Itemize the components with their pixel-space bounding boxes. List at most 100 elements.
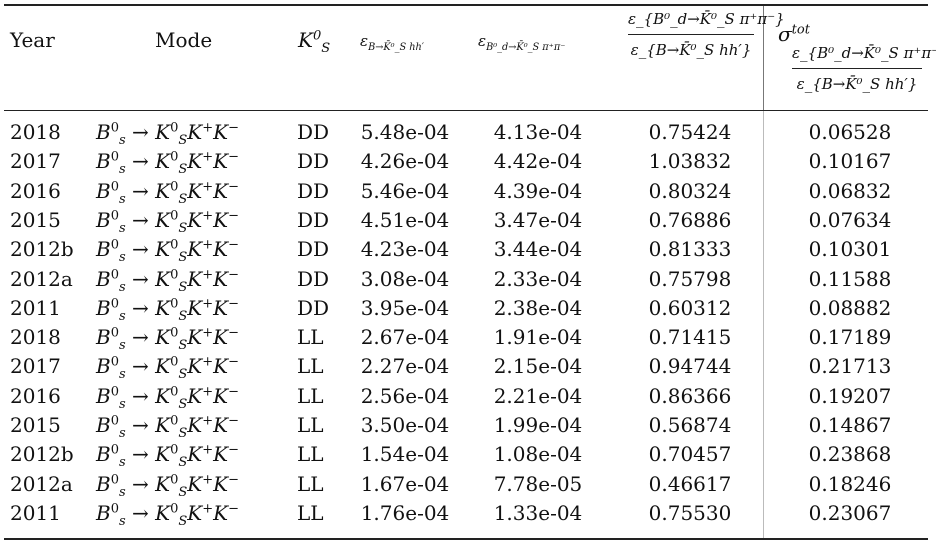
- header-ks: K0S: [298, 28, 331, 56]
- cell-year: 2015: [10, 207, 61, 232]
- table-row: 2012b B0s → K0SK+K− DD 4.23e-04 3.44e-04 0.81…: [0, 235, 936, 264]
- cell-eff-total: 2.56e-04: [360, 383, 450, 408]
- cell-sigma: 0.18246: [808, 471, 892, 496]
- cell-eff-total: 1.67e-04: [360, 471, 450, 496]
- cell-sigma: 0.19207: [808, 383, 892, 408]
- cell-year: 2016: [10, 178, 61, 203]
- cell-eff-control: 3.47e-04: [493, 207, 583, 232]
- cell-eff-control: 3.44e-04: [493, 237, 583, 262]
- cell-sigma: 0.07634: [808, 207, 892, 232]
- table-row: 2015 B0s → K0SK+K− LL 3.50e-04 1.99e-04 0.568…: [0, 411, 936, 440]
- cell-eff-ratio: 0.76886: [648, 207, 732, 232]
- cell-year: 2012b: [10, 237, 74, 262]
- cell-eff-ratio: 1.03832: [648, 149, 732, 174]
- table-row: 2016 B0s → K0SK+K− LL 2.56e-04 2.21e-04 0.863…: [0, 382, 936, 411]
- table-row: 2017 B0s → K0SK+K− DD 4.26e-04 4.42e-04 1.038…: [0, 147, 936, 176]
- cell-eff-ratio: 0.80324: [648, 178, 732, 203]
- cell-eff-control: 7.78e-05: [493, 471, 583, 496]
- cell-mode: B0s → K0SK+K−: [96, 178, 239, 207]
- cell-sigma: 0.14867: [808, 413, 892, 437]
- header-sigma-ratio-bar: [792, 68, 922, 69]
- cell-mode: B0s → K0SK+K−: [96, 266, 239, 295]
- cell-eff-ratio: 0.70457: [648, 442, 732, 467]
- cell-sigma: 0.11588: [808, 266, 892, 291]
- body-column-divider: [763, 111, 764, 538]
- cell-ks: DD: [297, 149, 330, 174]
- cell-eff-ratio: 0.75530: [648, 500, 732, 525]
- table-row: 2012b B0s → K0SK+K− LL 1.54e-04 1.08e-04 0.70…: [0, 440, 936, 469]
- cell-eff-control: 1.08e-04: [493, 442, 583, 467]
- cell-eff-control: 2.21e-04: [493, 383, 583, 408]
- top-rule: [4, 4, 928, 6]
- cell-eff-control: 2.33e-04: [493, 266, 583, 291]
- cell-ks: DD: [297, 266, 330, 291]
- bottom-rule: [4, 538, 928, 540]
- cell-ks: LL: [297, 413, 324, 437]
- cell-eff-total: 2.27e-04: [360, 354, 450, 379]
- cell-ks: LL: [297, 383, 324, 408]
- cell-eff-total: 3.95e-04: [360, 295, 450, 320]
- cell-year: 2017: [10, 354, 61, 379]
- header-year: Year: [10, 28, 55, 52]
- cell-mode: B0s → K0SK+K−: [96, 295, 239, 324]
- cell-mode: B0s → K0SK+K−: [96, 413, 239, 441]
- cell-eff-total: 3.08e-04: [360, 266, 450, 291]
- cell-eff-ratio: 0.94744: [648, 354, 732, 379]
- cell-sigma: 0.10167: [808, 149, 892, 174]
- cell-ks: DD: [297, 207, 330, 232]
- header-eff-control: εB⁰_d→K̄⁰_S π⁺π⁻: [478, 32, 566, 53]
- cell-eff-total: 5.46e-04: [360, 178, 450, 203]
- header-sigma-ratio-denominator: ε_{B→K̄⁰_S hh′}: [796, 75, 918, 93]
- table-row: 2016 B0s → K0SK+K− DD 5.46e-04 4.39e-04 0.803…: [0, 177, 936, 206]
- cell-eff-total: 4.23e-04: [360, 237, 450, 262]
- header-rule: [4, 110, 928, 111]
- cell-eff-ratio: 0.81333: [648, 237, 732, 262]
- table-row: 2018 B0s → K0SK+K− DD 5.48e-04 4.13e-04 0.754…: [0, 118, 936, 147]
- cell-mode: B0s → K0SK+K−: [96, 149, 239, 178]
- cell-eff-ratio: 0.75424: [648, 120, 732, 144]
- header-eff-total: εB→K̄⁰_S hh′: [360, 32, 425, 53]
- table-row: 2017 B0s → K0SK+K− LL 2.27e-04 2.15e-04 0.947…: [0, 352, 936, 381]
- cell-eff-total: 3.50e-04: [360, 413, 450, 437]
- cell-sigma: 0.06528: [808, 120, 892, 144]
- cell-eff-total: 4.51e-04: [360, 207, 450, 232]
- cell-year: 2011: [10, 295, 61, 320]
- cell-eff-ratio: 0.46617: [648, 471, 732, 496]
- cell-sigma: 0.23067: [808, 500, 892, 525]
- cell-year: 2017: [10, 149, 61, 174]
- cell-sigma: 0.23868: [808, 442, 892, 467]
- header-sigma: σtot: [778, 22, 810, 46]
- cell-mode: B0s → K0SK+K−: [96, 325, 239, 354]
- cell-eff-ratio: 0.86366: [648, 383, 732, 408]
- cell-year: 2012a: [10, 471, 73, 496]
- cell-year: 2012b: [10, 442, 74, 467]
- cell-ks: LL: [297, 354, 324, 379]
- cell-mode: B0s → K0SK+K−: [96, 207, 239, 236]
- header-mode: Mode: [155, 28, 213, 52]
- cell-eff-control: 4.13e-04: [493, 120, 583, 144]
- cell-ks: DD: [297, 120, 330, 144]
- cell-mode: B0s → K0SK+K−: [96, 120, 239, 148]
- header-eff-ratio: ε_{B⁰_d→K̄⁰_S π⁺π⁻} ε_{B→K̄⁰_S hh′}: [628, 10, 785, 59]
- header-column-divider: [763, 6, 764, 110]
- cell-ks: DD: [297, 178, 330, 203]
- cell-eff-ratio: 0.75798: [648, 266, 732, 291]
- cell-eff-control: 4.42e-04: [493, 149, 583, 174]
- cell-year: 2016: [10, 383, 61, 408]
- cell-ks: LL: [297, 471, 324, 496]
- cell-eff-ratio: 0.60312: [648, 295, 732, 320]
- cell-ks: LL: [297, 500, 324, 525]
- cell-ks: LL: [297, 442, 324, 467]
- table-row: 2018 B0s → K0SK+K− LL 2.67e-04 1.91e-04 0.714…: [0, 323, 936, 352]
- cell-mode: B0s → K0SK+K−: [96, 442, 239, 471]
- header-sigma-ratio: ε_{B⁰_d→K̄⁰_S π⁺π⁻} ε_{B→K̄⁰_S hh′}: [792, 44, 936, 93]
- cell-mode: B0s → K0SK+K−: [96, 237, 239, 266]
- cell-ks: LL: [297, 325, 324, 350]
- header-eff-ratio-bar: [628, 34, 754, 35]
- cell-year: 2018: [10, 325, 61, 350]
- cell-mode: B0s → K0SK+K−: [96, 354, 239, 383]
- table-row: 2015 B0s → K0SK+K− DD 4.51e-04 3.47e-04 0.768…: [0, 206, 936, 235]
- cell-eff-control: 2.38e-04: [493, 295, 583, 320]
- cell-eff-total: 1.76e-04: [360, 500, 450, 525]
